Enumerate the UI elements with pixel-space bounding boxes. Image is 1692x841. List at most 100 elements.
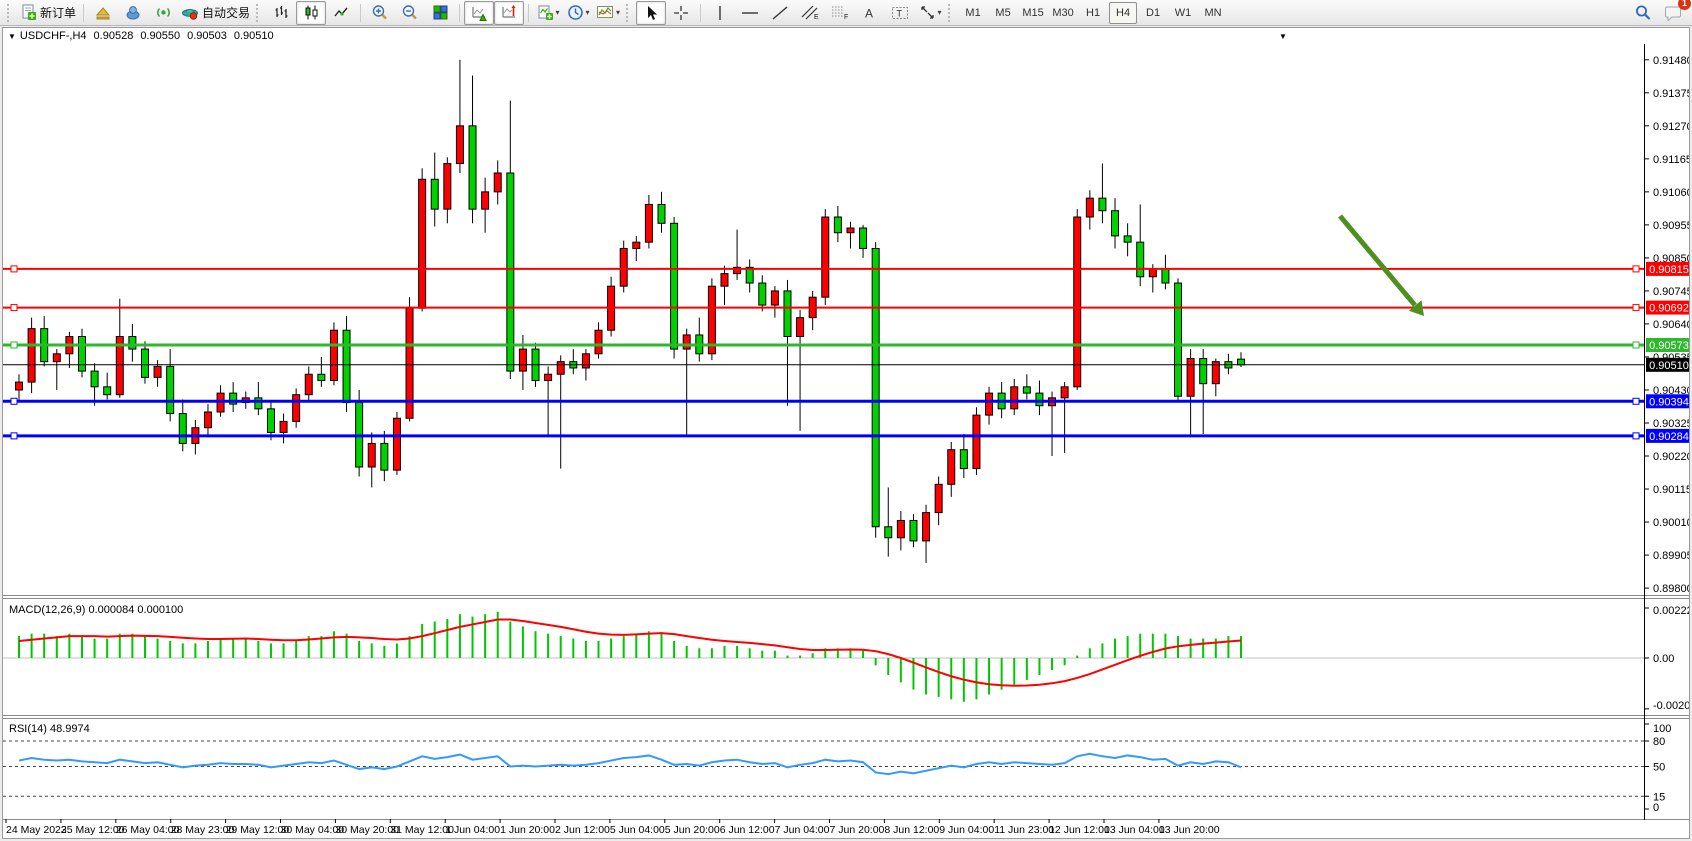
- chart-title-bar[interactable]: ▼ USDCHF-,H4 0.90528 0.90550 0.90503 0.90510 …: [3, 28, 1689, 44]
- toolbar-grip[interactable]: [626, 3, 633, 22]
- indicators-button[interactable]: ▾: [533, 1, 563, 25]
- svg-text:0.90692: 0.90692: [1649, 303, 1689, 315]
- text-button[interactable]: A: [855, 1, 885, 25]
- auto-scroll-button[interactable]: [464, 0, 495, 25]
- timeframe-button-m15[interactable]: M15: [1022, 6, 1044, 19]
- template-icon: [597, 6, 614, 18]
- toolbar-grip[interactable]: [948, 3, 955, 22]
- timeframe-button-h4[interactable]: H4: [1109, 1, 1138, 24]
- chart-shift-marker[interactable]: ▼: [1279, 32, 1287, 41]
- bull-candle: [1186, 358, 1195, 397]
- bull-candle: [292, 394, 301, 422]
- fibonacci-button[interactable]: F: [825, 1, 855, 25]
- price-chart[interactable]: 0.91480 0.91375 0.91270 0.91165 0.91060 0.909…: [3, 44, 1689, 838]
- line-chart-button[interactable]: [326, 1, 356, 25]
- time-axis-label: 25 May 12:00: [61, 824, 125, 836]
- bar-chart-button[interactable]: [266, 1, 296, 25]
- line-handle[interactable]: [1632, 432, 1640, 440]
- arrow-annotation[interactable]: [1338, 214, 1424, 316]
- bear-candle: [859, 227, 868, 249]
- bull-candle: [594, 329, 603, 355]
- bear-candle: [783, 290, 792, 338]
- tile-windows-button[interactable]: [425, 1, 455, 25]
- clock-icon: [567, 5, 583, 20]
- timeframe-button-w1[interactable]: W1: [1174, 6, 1192, 19]
- zoom-in-button[interactable]: [365, 1, 395, 25]
- bull-candle: [985, 392, 994, 416]
- chart-close-value: 0.90510: [233, 30, 274, 42]
- macd-signal-line: [18, 618, 1242, 687]
- bear-candle: [140, 348, 149, 378]
- crosshair-button[interactable]: [666, 1, 696, 25]
- line-handle[interactable]: [10, 397, 18, 405]
- timeframe-button-mn[interactable]: MN: [1204, 6, 1222, 19]
- timeframe-button-m30[interactable]: M30: [1052, 6, 1074, 19]
- timeframe-button-d1[interactable]: D1: [1146, 6, 1161, 19]
- svg-text:A: A: [865, 6, 873, 20]
- zoom-out-button[interactable]: [395, 1, 425, 25]
- templates-button[interactable]: ▾: [593, 1, 623, 25]
- line-handle[interactable]: [1632, 304, 1640, 312]
- bull-candle: [1060, 386, 1069, 399]
- arrows-button[interactable]: ▾: [915, 1, 945, 25]
- bull-candle: [619, 247, 628, 287]
- periods-button[interactable]: ▾: [563, 1, 593, 25]
- bear-candle: [254, 397, 263, 410]
- bull-candle: [1211, 361, 1220, 385]
- time-axis-label: 1 Jun 20:00: [500, 824, 555, 836]
- price-axis-tick: 0.90850: [1653, 253, 1689, 265]
- line-handle[interactable]: [1632, 265, 1640, 273]
- bear-candle: [758, 282, 767, 306]
- timeframe-button-m1[interactable]: M1: [965, 6, 981, 19]
- notifications-button[interactable]: 1: [1658, 0, 1691, 25]
- equidistant-channel-button[interactable]: E: [795, 1, 825, 25]
- toolbar-grip[interactable]: [256, 3, 263, 22]
- bull-candle: [733, 266, 742, 275]
- bull-candle: [770, 290, 779, 306]
- crosshair-icon: [674, 5, 689, 20]
- market-watch-button[interactable]: [118, 1, 148, 25]
- price-axis-tick: 0.90430: [1653, 385, 1689, 397]
- line-handle[interactable]: [10, 265, 18, 273]
- bull-candle: [896, 519, 905, 539]
- svg-text:T: T: [897, 8, 903, 18]
- text-label-button[interactable]: T: [885, 1, 915, 25]
- line-handle[interactable]: [10, 432, 18, 440]
- horizontal-line-button[interactable]: [735, 1, 765, 25]
- chart-window: ▼ USDCHF-,H4 0.90528 0.90550 0.90503 0.90510 …: [2, 27, 1690, 839]
- time-axis-label: 7 Jun 04:00: [775, 824, 830, 836]
- signals-button[interactable]: [148, 1, 178, 25]
- bear-candle: [1022, 386, 1031, 394]
- search-button[interactable]: [1628, 1, 1658, 25]
- bull-candle: [153, 365, 162, 378]
- trendline-icon: [772, 5, 788, 20]
- cursor-icon: [647, 5, 657, 20]
- timeframe-button-h1[interactable]: H1: [1086, 6, 1101, 19]
- line-handle[interactable]: [1632, 341, 1640, 349]
- bear-candle: [959, 449, 968, 470]
- candlestick-chart-button[interactable]: [296, 0, 327, 25]
- profiles-button[interactable]: [88, 1, 118, 25]
- trendline-button[interactable]: [765, 1, 795, 25]
- line-handle[interactable]: [10, 341, 18, 349]
- timeframe-button-m5[interactable]: M5: [995, 6, 1011, 19]
- cursor-button[interactable]: [636, 0, 667, 25]
- bear-candle: [128, 336, 137, 350]
- new-order-button[interactable]: 新订单: [17, 1, 79, 25]
- price-axis-tick: 0.90220: [1653, 451, 1689, 463]
- bull-candle: [52, 353, 61, 363]
- chart-shift-button[interactable]: [494, 0, 525, 25]
- vertical-line-button[interactable]: [705, 1, 735, 25]
- line-handle[interactable]: [10, 304, 18, 312]
- rsi-axis-tick: 15: [1653, 791, 1665, 803]
- toolbar-grip[interactable]: [7, 3, 14, 22]
- bear-candle: [1098, 197, 1107, 212]
- autotrade-button[interactable]: 自动交易: [178, 1, 253, 25]
- macd-axis-tick: 0.00: [1653, 653, 1674, 665]
- line-handle[interactable]: [1632, 397, 1640, 405]
- bear-candle: [266, 408, 275, 433]
- bull-candle: [304, 373, 313, 396]
- chart-menu-arrow-icon[interactable]: ▼: [8, 32, 16, 41]
